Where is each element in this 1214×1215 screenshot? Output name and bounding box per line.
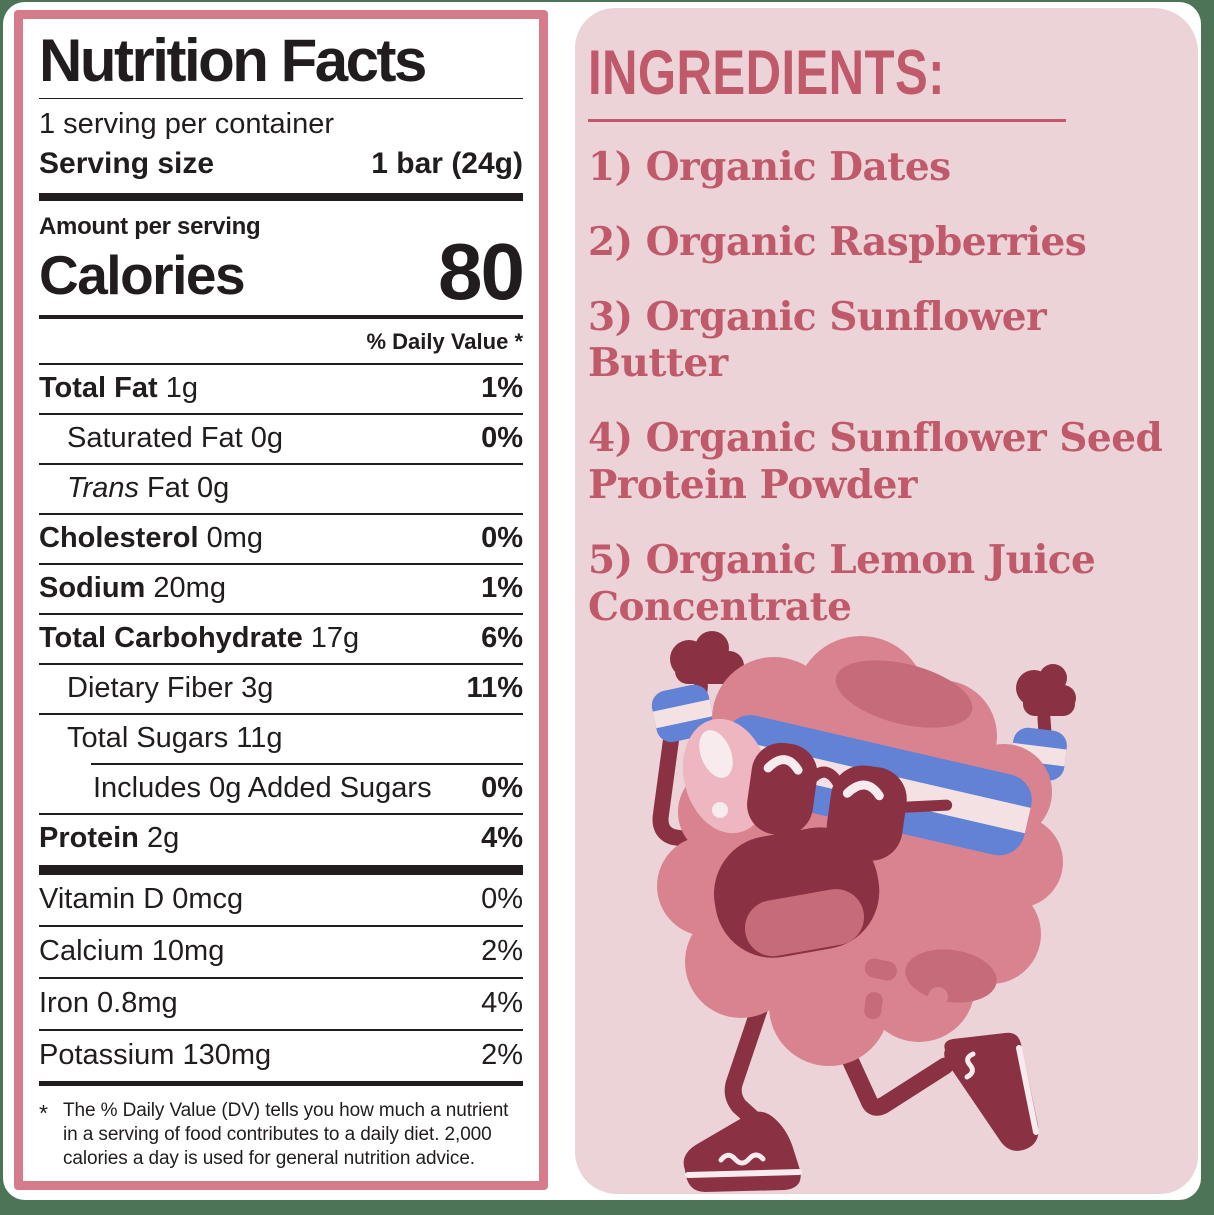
nutrient-name: Total Carbohydrate (39, 622, 303, 654)
nutrient-dv: 4% (481, 822, 523, 854)
mascot-right-eye (842, 780, 884, 801)
nutrient-row-sodium: Sodium 20mg 1% (39, 563, 523, 613)
footnote-asterisk: * (39, 1099, 48, 1126)
mascot-left-leg (683, 995, 802, 1192)
nutrient-row-added-sugars: Includes 0g Added Sugars 0% (91, 765, 523, 813)
nutrient-row-total-fat: Total Fat 1g 1% (39, 363, 523, 413)
serving-size-value: 1 bar (24g) (371, 146, 523, 180)
mascot-right-sneaker (944, 1032, 1039, 1151)
vitamin-dv: 0% (481, 883, 523, 916)
daily-value-asterisk: * (514, 329, 523, 354)
nutrient-row-dietary-fiber: Dietary Fiber 3g 11% (39, 663, 523, 713)
vitamin-dv: 2% (481, 935, 523, 968)
ingredient-item: 5) Organic Lemon Juice Concentrate (588, 536, 1096, 630)
vitamin-row-potassium: Potassium 130mg 2% (39, 1029, 523, 1081)
nutrient-row-cholesterol: Cholesterol 0mg 0% (39, 513, 523, 563)
ingredient-item: 4) Organic Sunflower Seed Protein Powder (588, 415, 1163, 508)
nutrient-amount: 0g (250, 422, 284, 454)
ingredients-panel: INGREDIENTS: 1) Organic Dates 2) Organic… (575, 8, 1198, 1194)
ingredient-item: 3) Organic Sunflower Butter (588, 293, 1047, 387)
nutrient-dv: 0% (481, 772, 523, 804)
nutrient-dv: 6% (481, 622, 523, 654)
vitamin-row-calcium: Calcium 10mg 2% (39, 925, 523, 977)
nutrient-name: Protein (39, 822, 139, 854)
nutrient-row-trans-fat: Trans Fat 0g (39, 463, 523, 513)
nutrient-dv: 1% (481, 372, 523, 404)
daily-value-header: % Daily Value * (39, 319, 523, 363)
nutrient-name: Total Fat (39, 372, 158, 404)
ingredient-item: 2) Organic Raspberries (588, 218, 1087, 265)
nutrient-name: Includes 0g Added Sugars (93, 772, 432, 804)
nutrient-amount: Fat 0g (147, 472, 230, 504)
vitamin-name: Iron 0.8mg (39, 987, 178, 1020)
calories-row: Calories 80 (39, 227, 525, 317)
serving-size-row: Serving size 1 bar (24g) (39, 143, 523, 193)
daily-value-footnote: * The % Daily Value (DV) tells you how m… (39, 1099, 523, 1171)
nutrient-amount: 17g (310, 622, 360, 654)
mascot-left-sneaker (683, 1111, 802, 1192)
vitamin-row-iron: Iron 0.8mg 4% (39, 977, 523, 1029)
separator-bar-medium (39, 1081, 523, 1086)
separator-bar-thick (39, 192, 523, 202)
vitamin-name: Vitamin D 0mcg (39, 883, 244, 916)
brain-mascot-illustration (651, 631, 1076, 1192)
mascot-right-fist (1016, 664, 1076, 716)
nutrient-name-italic: Trans (67, 472, 139, 504)
vitamin-row-vitamin-d: Vitamin D 0mcg 0% (39, 873, 523, 925)
vitamin-dv: 2% (481, 1039, 523, 1072)
serving-size-label: Serving size (39, 146, 215, 180)
mascot-top-shade-blob (835, 660, 973, 728)
nutrient-row-saturated-fat: Saturated Fat 0g 0% (39, 413, 523, 463)
nutrient-name: Dietary Fiber (67, 672, 233, 704)
ingredients-heading: INGREDIENTS: (588, 38, 945, 108)
daily-value-text: % Daily Value (366, 329, 509, 354)
nutrient-amount: 20mg (153, 572, 226, 604)
mascot-right-leg (832, 1031, 1039, 1151)
nutrient-name: Sodium (39, 572, 146, 604)
nutrient-dv: 11% (466, 672, 523, 704)
footnote-text: The % Daily Value (DV) tells you how muc… (63, 1099, 509, 1169)
mascot-tongue (744, 889, 864, 957)
servings-per-container: 1 serving per container (39, 107, 334, 140)
nutrient-name: Cholesterol (39, 522, 199, 554)
nutrient-name: Saturated Fat (67, 422, 243, 454)
nutrient-row-protein: Protein 2g 4% (39, 813, 523, 863)
vitamin-name: Potassium 130mg (39, 1039, 272, 1072)
mascot-mouth (713, 827, 880, 958)
separator-bar-thick (39, 865, 523, 874)
vitamin-name: Calcium 10mg (39, 935, 225, 968)
added-sugars-indent-rule: Includes 0g Added Sugars 0% (91, 763, 523, 813)
ingredients-content: INGREDIENTS: 1) Organic Dates 2) Organic… (575, 8, 1198, 630)
nutrient-amount: 11g (236, 722, 283, 754)
nutrient-amount: 1g (165, 372, 199, 404)
nutrient-dv: 0% (481, 522, 523, 554)
nutrient-dv: 1% (481, 572, 523, 604)
ingredients-underline (588, 119, 1066, 122)
nutrient-row-total-sugars: Total Sugars 11g (39, 713, 523, 763)
amount-per-serving-label: Amount per serving (39, 213, 261, 241)
calories-label: Calories (39, 244, 246, 307)
title-rule (39, 97, 523, 99)
vitamin-dv: 4% (481, 987, 523, 1020)
mascot-left-eye (763, 755, 803, 775)
nutrition-facts-title: Nutrition Facts (39, 27, 427, 94)
calories-value: 80 (438, 227, 525, 317)
nutrient-amount: 0mg (206, 522, 264, 554)
nutrient-amount: 2g (146, 822, 180, 854)
ingredient-item: 1) Organic Dates (588, 144, 951, 190)
ingredients-list: 1) Organic Dates 2) Organic Raspberries … (588, 144, 1180, 630)
separator-bar-medium (39, 314, 523, 319)
nutrient-amount: 3g (241, 672, 274, 704)
mascot-lower-shade-blobs (864, 949, 997, 1020)
nutrient-dv: 0% (481, 422, 523, 454)
nutrient-name: Total Sugars (67, 722, 229, 754)
nutrient-row-total-carbohydrate: Total Carbohydrate 17g 6% (39, 613, 523, 663)
nutrition-facts-label: Nutrition Facts 1 serving per container … (14, 10, 548, 1190)
nutrition-label-body: Nutrition Facts 1 serving per container … (23, 19, 539, 1181)
